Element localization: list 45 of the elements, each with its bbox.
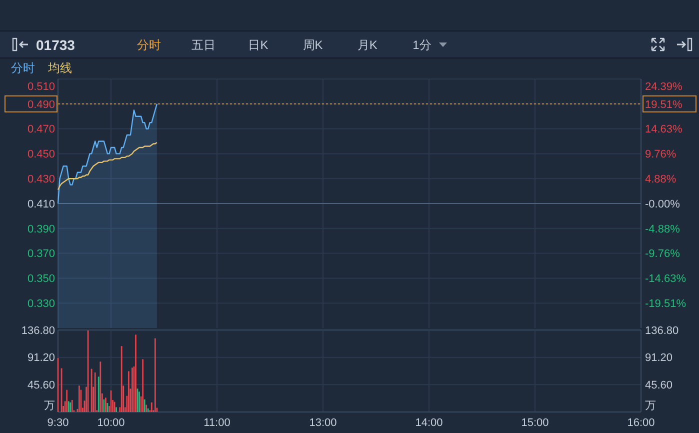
- y2-tick-label: 4.88%: [645, 173, 676, 186]
- y2-tick-label: 14.63%: [645, 124, 683, 136]
- y2-tick-label: -9.76%: [645, 248, 680, 260]
- y-tick-label: 0.490: [27, 98, 55, 111]
- text: 月K: [357, 38, 378, 52]
- y-axis-title: 万: [44, 400, 55, 412]
- y2-tick-label: -19.51%: [645, 298, 686, 310]
- y2-tick-label: 91.20: [645, 352, 673, 364]
- text: 1分: [412, 38, 432, 52]
- x-tick-label: 10:00: [97, 416, 125, 429]
- text: 分时: [11, 61, 35, 75]
- x-tick-label: 14:00: [415, 416, 443, 429]
- text: 日K: [248, 38, 268, 52]
- y-tick-label: 0.430: [27, 173, 55, 186]
- x-tick-label: 13:00: [309, 416, 337, 429]
- y-tick-label: 0.330: [27, 298, 55, 310]
- line-series: [57, 142, 158, 190]
- y-tick-label: 0.450: [27, 148, 55, 161]
- y2-tick-label: 19.51%: [645, 98, 683, 111]
- y-tick-label: 91.20: [27, 352, 55, 364]
- x-tick-label: 9:30: [47, 416, 69, 429]
- y2-tick-label: -4.88%: [645, 223, 680, 236]
- x-tick-label: 16:00: [627, 416, 655, 429]
- x-tick-label: 15:00: [521, 416, 549, 429]
- text: 周K: [302, 38, 323, 52]
- text: 均线: [47, 61, 72, 75]
- text: 01733: [36, 37, 76, 53]
- y2-tick-label: 9.76%: [645, 148, 676, 161]
- text: 五日: [192, 38, 216, 52]
- y2-tick-label: 136.80: [645, 324, 679, 337]
- y-tick-label: 136.80: [21, 324, 55, 337]
- y2-tick-label: 45.60: [645, 380, 673, 392]
- x-tick-label: 11:00: [204, 416, 230, 429]
- y-tick-label: 0.370: [27, 248, 55, 260]
- y2-tick-label: -0.00%: [645, 198, 680, 210]
- y-tick-label: 0.350: [27, 273, 55, 286]
- y2-axis-title: 万: [645, 400, 656, 412]
- y-tick-label: 45.60: [27, 380, 55, 392]
- y2-tick-label: -14.63%: [645, 273, 686, 286]
- y-tick-label: 0.410: [27, 198, 55, 210]
- y-tick-label: 0.510: [27, 80, 55, 93]
- y-tick-label: 0.470: [27, 124, 55, 136]
- y2-tick-label: 24.39%: [645, 80, 683, 93]
- text: 分时: [137, 38, 161, 52]
- y-tick-label: 0.390: [27, 223, 55, 236]
